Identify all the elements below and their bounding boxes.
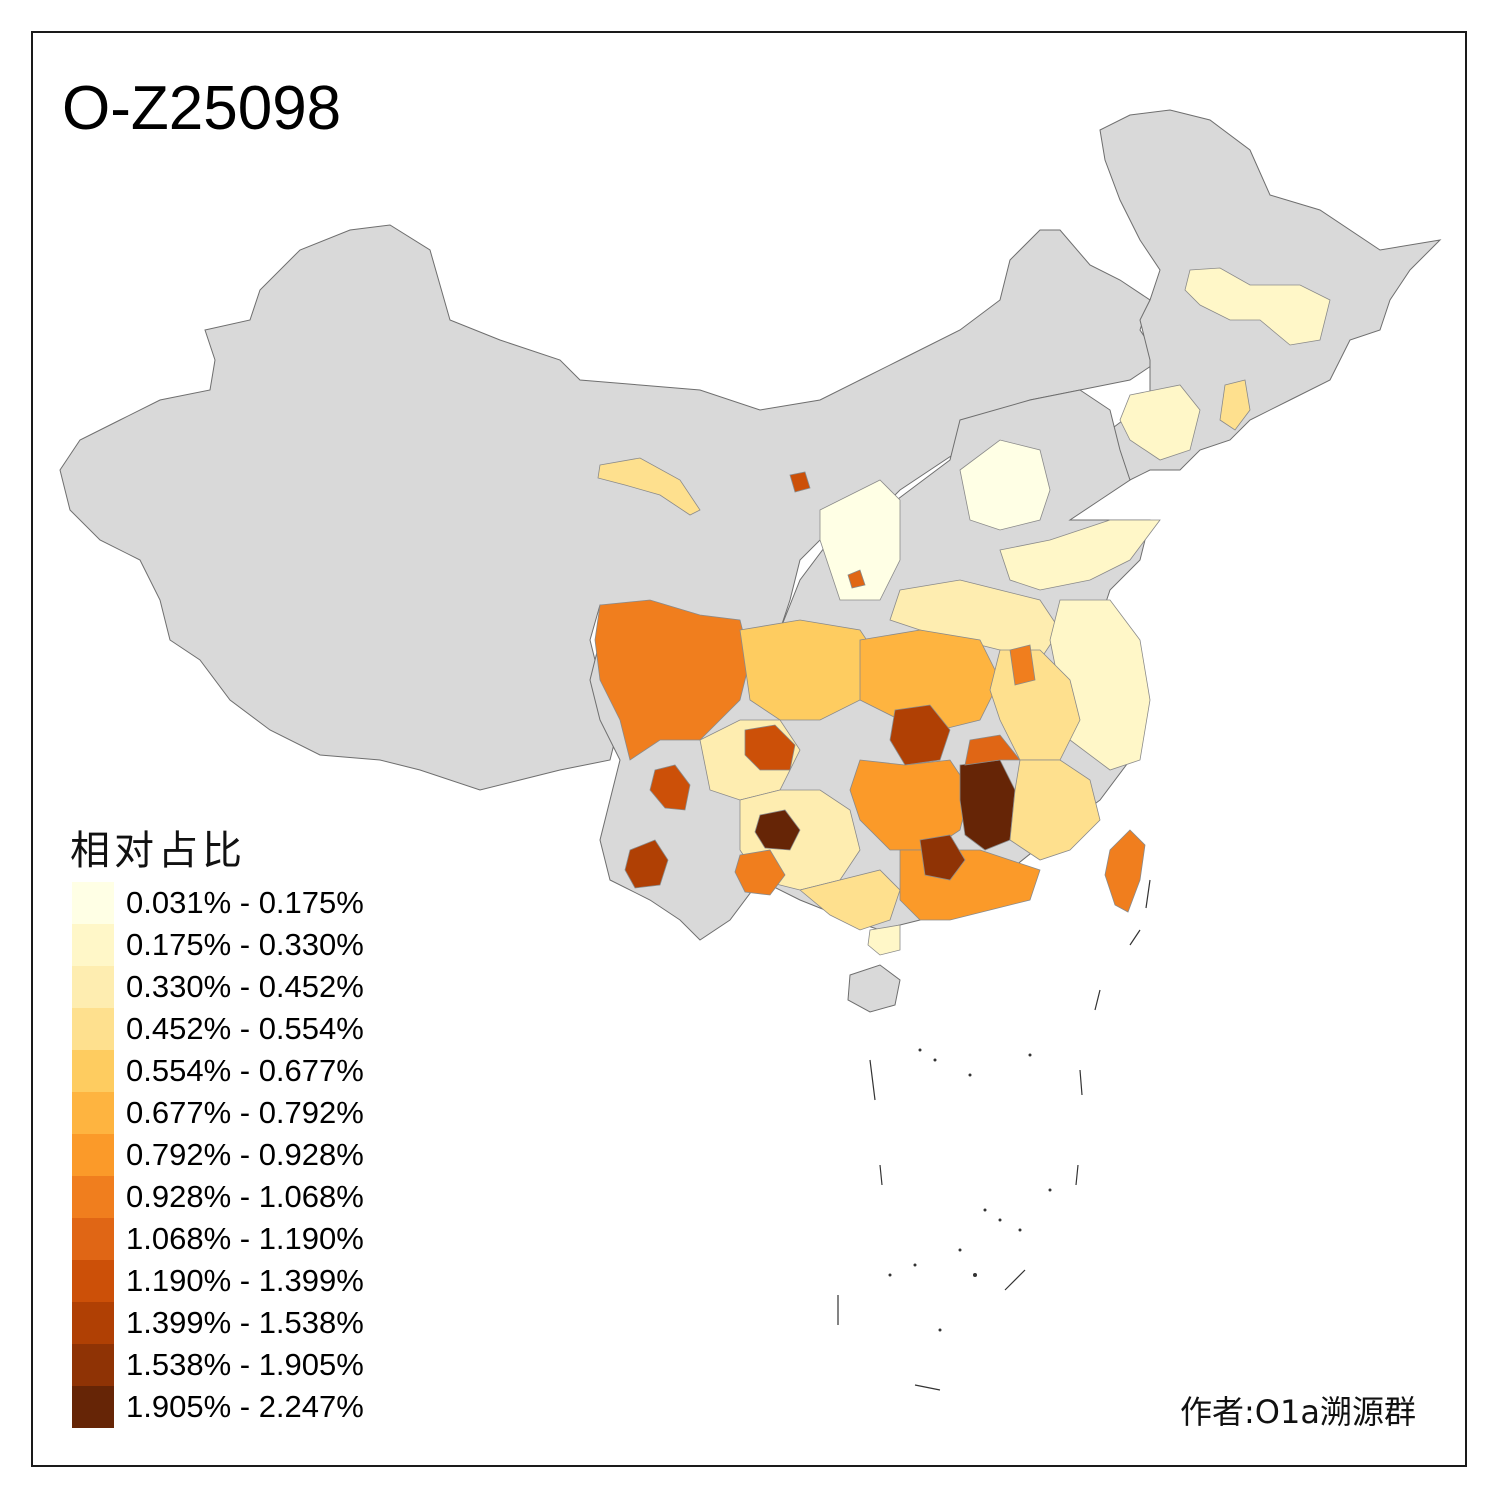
hainan-island	[847, 964, 901, 1013]
region-gansu-strip	[597, 457, 701, 516]
region-shaanxi-spot	[847, 569, 866, 589]
region-guizhou-dark	[754, 809, 801, 851]
island-dot	[1048, 1188, 1052, 1192]
legend-swatch	[72, 1218, 114, 1260]
legend-label: 0.031% - 0.175%	[126, 885, 364, 920]
region-jilin-highlight	[1219, 379, 1251, 431]
legend-label: 0.928% - 1.068%	[126, 1179, 364, 1214]
region-inner-mongolia-spot	[789, 471, 811, 493]
legend-swatch	[72, 924, 114, 966]
legend-label: 0.677% - 0.792%	[126, 1095, 364, 1130]
region-guangxi	[799, 869, 901, 931]
nine-dash-line	[837, 879, 1151, 1391]
author-credit: 作者:O1a溯源群	[1180, 1393, 1416, 1431]
region-jiangxi-dark	[959, 759, 1016, 851]
legend-swatch	[72, 1344, 114, 1386]
region-shandong	[999, 519, 1161, 591]
legend-label: 0.330% - 0.452%	[126, 969, 364, 1004]
island-dot	[958, 1248, 962, 1252]
island-dot	[938, 1328, 942, 1332]
legend-swatch	[72, 1092, 114, 1134]
map-title: O-Z25098	[62, 74, 342, 143]
island-dot	[933, 1058, 937, 1062]
legend-swatch	[72, 1176, 114, 1218]
legend-swatch	[72, 1302, 114, 1344]
legend-swatch	[72, 882, 114, 924]
map-frame	[31, 31, 1467, 1467]
legend-label: 1.905% - 2.247%	[126, 1389, 364, 1424]
island-dot	[1028, 1053, 1032, 1057]
legend-label: 1.068% - 1.190%	[126, 1221, 364, 1256]
legend-swatch	[72, 966, 114, 1008]
legend-label: 0.792% - 0.928%	[126, 1137, 364, 1172]
legend-swatch	[72, 1260, 114, 1302]
region-liaoning-highlight	[1119, 384, 1201, 461]
legend-swatch	[72, 1050, 114, 1092]
region-yunnan-east	[734, 849, 786, 896]
region-chongqing-dark	[744, 724, 796, 771]
region-shanxi-hebei	[819, 439, 1051, 601]
island-dot	[913, 1263, 917, 1267]
island-dot	[983, 1208, 987, 1212]
legend-swatch	[72, 1386, 114, 1428]
region-yunnan-south-dark	[624, 839, 669, 889]
region-hubei-spot	[1009, 644, 1036, 686]
legend-swatch	[72, 1134, 114, 1176]
island-dot	[888, 1273, 892, 1277]
region-guangdong-coast	[867, 924, 901, 956]
taiwan-island	[1104, 829, 1146, 913]
region-hubei	[859, 629, 1001, 731]
region-jiangxi-east	[964, 734, 1021, 766]
legend-label: 0.175% - 0.330%	[126, 927, 364, 962]
island-dot	[918, 1048, 922, 1052]
region-hunan-north	[889, 704, 951, 766]
legend-label: 1.399% - 1.538%	[126, 1305, 364, 1340]
island-dot	[998, 1218, 1002, 1222]
legend-label: 1.190% - 1.399%	[126, 1263, 364, 1298]
legend-swatch	[72, 1008, 114, 1050]
region-fujian	[1009, 759, 1101, 861]
legend-title: 相对占比	[70, 828, 246, 874]
region-guangdong-dark	[919, 834, 966, 881]
island-dot	[973, 1273, 977, 1277]
island-dot	[1018, 1228, 1022, 1232]
legend-label: 0.452% - 0.554%	[126, 1011, 364, 1046]
region-yunnan-spot-west	[649, 764, 691, 811]
island-dot	[968, 1073, 972, 1077]
legend-label: 0.554% - 0.677%	[126, 1053, 364, 1088]
region-heilongjiang-highlight	[1184, 267, 1331, 346]
region-sichuan-west	[594, 599, 751, 761]
legend-label: 1.538% - 1.905%	[126, 1347, 364, 1382]
